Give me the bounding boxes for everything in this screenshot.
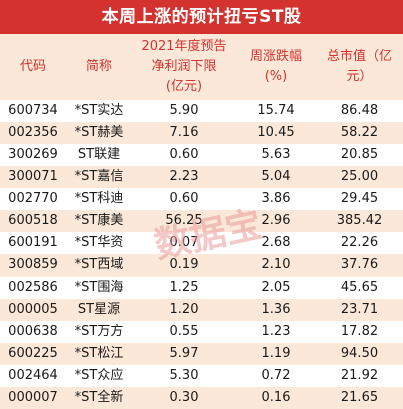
- cell-mcap: 385.42: [336, 213, 383, 229]
- cell-code: 002356: [8, 125, 58, 141]
- cell-mcap: 20.85: [340, 147, 379, 163]
- table-row: 600734 *ST实达 5.90 15.74 86.48: [0, 100, 403, 122]
- cell-name: ST联建: [77, 147, 121, 163]
- cell-change: 5.04: [261, 169, 291, 185]
- cell-code: 300269: [8, 147, 58, 163]
- cell-mcap: 45.65: [340, 279, 379, 295]
- cell-change: 15.74: [257, 103, 295, 118]
- cell-name: ST星源: [77, 301, 121, 317]
- cell-mcap: 21.65: [340, 389, 379, 405]
- cell-code: 002464: [8, 367, 58, 383]
- cell-change: 5.63: [261, 147, 291, 163]
- cell-profit: 0.19: [169, 257, 199, 273]
- cell-code: 000007: [8, 389, 58, 405]
- table-row: 002770 *ST科迪 0.60 3.86 29.45: [0, 188, 403, 210]
- cell-name: *ST科迪: [74, 191, 124, 207]
- cell-mcap: 25.00: [340, 169, 379, 185]
- cell-profit: 1.25: [169, 279, 199, 295]
- cell-mcap: 37.76: [340, 257, 379, 273]
- cell-mcap: 86.48: [340, 103, 379, 118]
- cell-profit: 5.90: [169, 103, 199, 118]
- cell-code: 000638: [8, 323, 58, 339]
- cell-name: *ST华资: [74, 235, 124, 251]
- header-profit: 2021年度预告 净利润下限 (亿元): [141, 39, 227, 94]
- cell-profit: 0.60: [169, 191, 199, 207]
- cell-profit: 1.20: [169, 301, 199, 317]
- cell-name: *ST实达: [74, 103, 124, 118]
- table-row: 002464 *ST众应 5.30 0.72 21.92: [0, 365, 403, 387]
- cell-name: *ST全新: [74, 389, 124, 405]
- cell-mcap: 58.22: [340, 125, 379, 141]
- cell-change: 2.96: [261, 213, 291, 229]
- cell-name: *ST康美: [74, 213, 124, 229]
- table-row: 300071 *ST嘉信 2.23 5.04 25.00: [0, 166, 403, 189]
- cell-mcap: 29.45: [340, 191, 379, 207]
- table-row: 000638 *ST万方 0.55 1.23 17.82: [0, 321, 403, 343]
- cell-profit: 0.30: [169, 389, 199, 405]
- cell-mcap: 23.71: [340, 301, 379, 317]
- cell-change: 10.45: [257, 125, 295, 141]
- cell-change: 2.68: [261, 235, 291, 251]
- cell-mcap: 22.26: [340, 235, 379, 251]
- cell-name: *ST西域: [74, 257, 124, 273]
- cell-profit: 0.07: [169, 235, 199, 251]
- header-code: 代码: [19, 59, 46, 74]
- table-row: 600191 *ST华资 0.07 2.68 22.26: [0, 232, 403, 254]
- cell-change: 3.86: [261, 191, 291, 207]
- cell-name: *ST围海: [74, 279, 124, 295]
- table-row: 600225 *ST松江 5.97 1.19 94.50: [0, 342, 403, 365]
- cell-code: 002770: [8, 191, 58, 207]
- table-row: 300269 ST联建 0.60 5.63 20.85: [0, 144, 403, 166]
- cell-profit: 5.30: [169, 367, 199, 383]
- cell-code: 000005: [8, 301, 58, 317]
- header-mcap: 总市值（亿 元）: [326, 49, 392, 84]
- cell-change: 1.19: [261, 345, 291, 361]
- cell-mcap: 21.92: [340, 367, 379, 383]
- cell-profit: 7.16: [169, 125, 199, 141]
- header-name: 简称: [85, 59, 112, 74]
- table-header: 代码 简称 2021年度预告 净利润下限 (亿元) 周涨跌幅 (%) 总市值（亿…: [0, 34, 403, 100]
- cell-change: 1.36: [261, 301, 291, 317]
- cell-code: 600518: [8, 213, 58, 229]
- cell-code: 300071: [8, 169, 58, 185]
- cell-profit: 56.25: [165, 213, 203, 229]
- table-row: 600518 *ST康美 56.25 2.96 385.42: [0, 210, 403, 233]
- cell-code: 600191: [8, 235, 58, 251]
- cell-code: 600734: [8, 103, 58, 118]
- cell-mcap: 17.82: [340, 323, 379, 339]
- cell-profit: 0.55: [169, 323, 199, 339]
- cell-profit: 2.23: [169, 169, 199, 185]
- cell-profit: 0.60: [169, 147, 199, 163]
- cell-code: 600225: [8, 345, 58, 361]
- cell-name: *ST万方: [74, 323, 124, 339]
- cell-name: *ST赫美: [74, 125, 124, 141]
- cell-change: 2.05: [261, 279, 291, 295]
- cell-mcap: 94.50: [340, 345, 379, 361]
- cell-code: 300859: [8, 257, 58, 273]
- table-body: 600734 *ST实达 5.90 15.74 86.48 002356 *ST…: [0, 100, 403, 409]
- table-row: 002356 *ST赫美 7.16 10.45 58.22: [0, 122, 403, 145]
- cell-name: *ST松江: [74, 345, 124, 361]
- cell-change: 0.72: [261, 367, 291, 383]
- cell-name: *ST嘉信: [74, 169, 124, 185]
- cell-change: 1.23: [261, 323, 291, 339]
- cell-name: *ST众应: [74, 367, 124, 383]
- table-row: 002586 *ST围海 1.25 2.05 45.65: [0, 277, 403, 299]
- table-row: 000007 *ST全新 0.30 0.16 21.65: [0, 386, 403, 409]
- cell-change: 2.10: [261, 257, 291, 273]
- cell-code: 002586: [8, 279, 58, 295]
- table-row: 000005 ST星源 1.20 1.36 23.71: [0, 298, 403, 321]
- table-title: 本周上涨的预计扭亏ST股: [0, 0, 403, 34]
- cell-profit: 5.97: [169, 345, 199, 361]
- cell-change: 0.16: [261, 389, 291, 405]
- table-row: 300859 *ST西域 0.19 2.10 37.76: [0, 254, 403, 277]
- header-change: 周涨跌幅 (%): [249, 49, 302, 84]
